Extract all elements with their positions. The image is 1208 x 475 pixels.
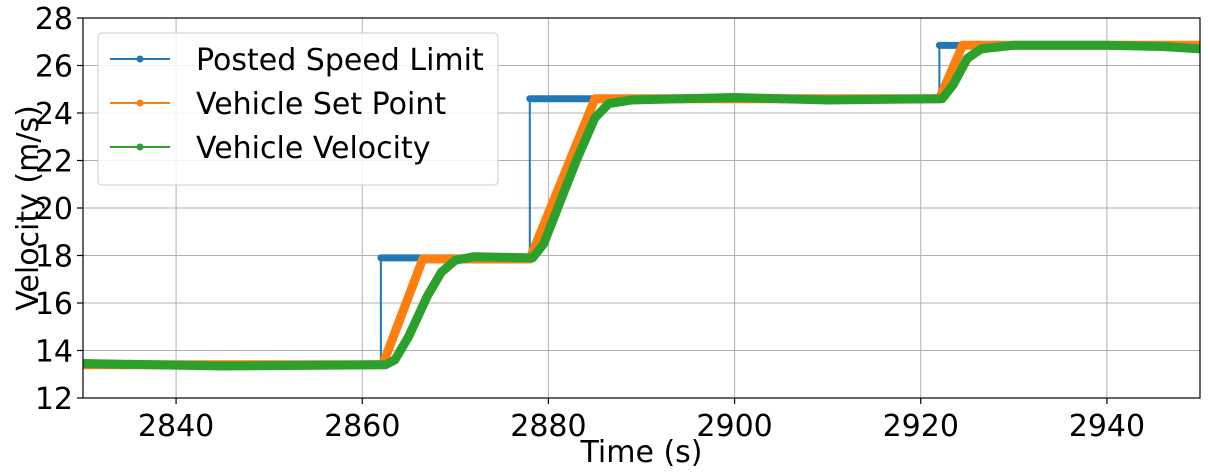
x-tick-label: 2900 <box>696 409 772 444</box>
y-tick-label: 22 <box>35 145 73 180</box>
legend: Posted Speed Limit Vehicle Set Point Vehic… <box>97 32 499 186</box>
legend-item: Vehicle Set Point <box>110 87 446 122</box>
legend-item: Vehicle Velocity <box>110 131 431 166</box>
legend-box <box>97 32 499 186</box>
x-tick-label: 2940 <box>1069 409 1145 444</box>
y-tick-label: 28 <box>35 2 73 37</box>
legend-swatch-marker <box>136 55 144 63</box>
y-tick-label: 20 <box>35 192 73 227</box>
x-tick-label: 2840 <box>138 409 214 444</box>
legend-label: Posted Speed Limit <box>196 43 484 78</box>
series-line <box>83 40 1200 371</box>
y-tick-label: 16 <box>35 287 73 322</box>
legend-swatch-marker <box>136 99 144 107</box>
legend-item: Posted Speed Limit <box>110 43 484 78</box>
y-tick-label: 12 <box>35 382 73 417</box>
series-layer <box>83 40 1200 371</box>
legend-label: Vehicle Set Point <box>196 87 446 122</box>
y-axis-ticks: 12 14 16 18 20 22 24 26 28 <box>35 2 83 417</box>
legend-label: Vehicle Velocity <box>196 131 431 166</box>
series-line <box>83 44 1200 366</box>
y-axis-label: Velocity (m/s) <box>11 105 46 311</box>
legend-swatch-marker <box>136 143 144 151</box>
y-tick-label: 18 <box>35 240 73 275</box>
x-tick-label: 2860 <box>324 409 400 444</box>
x-axis-label: Time (s) <box>580 435 703 470</box>
y-tick-label: 26 <box>35 50 73 85</box>
y-tick-label: 24 <box>35 97 73 132</box>
series-line <box>83 40 1200 370</box>
x-tick-label: 2920 <box>883 409 959 444</box>
x-axis-ticks: 2840 2860 2880 2900 2920 2940 <box>138 398 1145 444</box>
y-tick-label: 14 <box>35 335 73 370</box>
series-vehicle-velocity <box>83 40 1200 371</box>
series-vehicle-set-point <box>83 40 1200 370</box>
x-tick-label: 2880 <box>510 409 586 444</box>
